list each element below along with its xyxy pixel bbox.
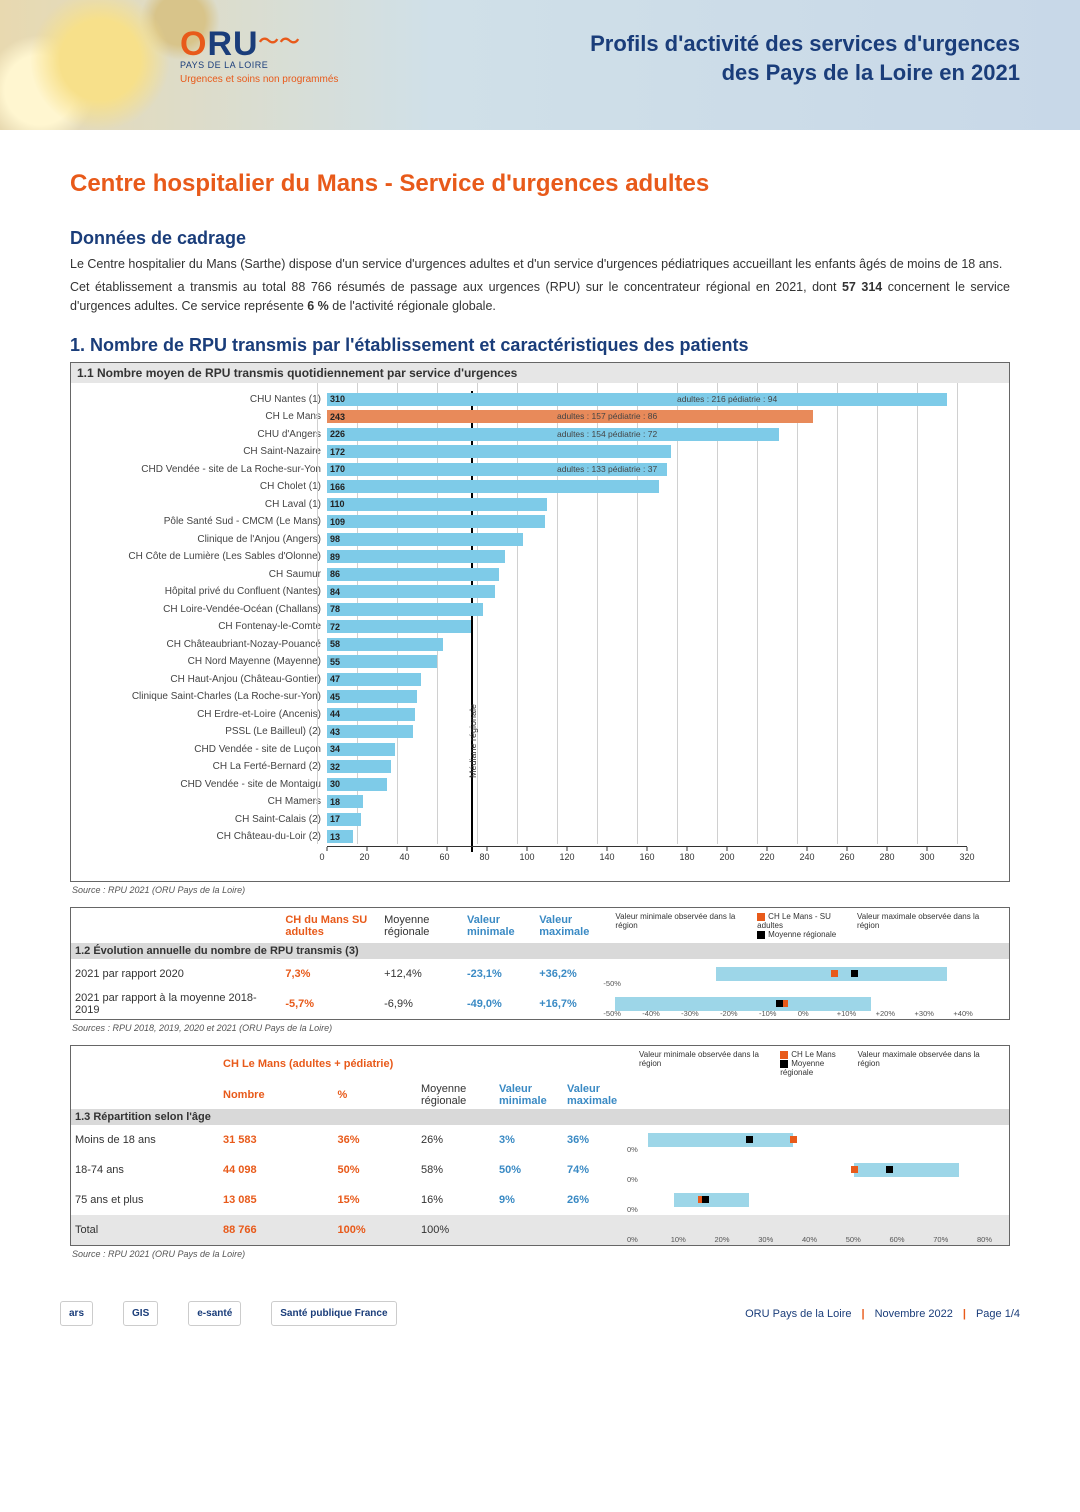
table-row: Moins de 18 ans31 58336%26%3%36%0% [71, 1125, 1010, 1155]
bar-row: CHU d'Angers226adultes : 154 pédiatrie :… [81, 426, 999, 442]
table-1-3: CH Le Mans (adultes + pédiatrie) Valeur … [70, 1045, 1010, 1246]
bar-row: CH Haut-Anjou (Château-Gontier)47 [81, 671, 999, 687]
footer-logos: ars GIS e-santé Santé publique France [60, 1301, 745, 1326]
logo-ars: ars [60, 1301, 93, 1326]
table-1-2: CH du Mans SU adultes Moyenne régionale … [70, 907, 1010, 1020]
bar-row: CHD Vendée - site de La Roche-sur-Yon170… [81, 461, 999, 477]
table-row: 2021 par rapport 20207,3%+12,4%-23,1%+36… [71, 959, 1010, 989]
footer: ars GIS e-santé Santé publique France OR… [0, 1291, 1080, 1346]
header-title: Profils d'activité des services d'urgenc… [590, 30, 1020, 87]
footer-date: Novembre 2022 [875, 1308, 953, 1320]
logo-spf: Santé publique France [271, 1301, 396, 1326]
cadrage-heading: Données de cadrage [70, 228, 1010, 249]
page-title: Centre hospitalier du Mans - Service d'u… [70, 170, 1010, 198]
bar-row: Hôpital privé du Confluent (Nantes)84 [81, 584, 999, 600]
bar-row: CHU Nantes (1)310adultes : 216 pédiatrie… [81, 391, 999, 407]
bar-row: CHD Vendée - site de Montaigu30 [81, 776, 999, 792]
bar-row: CH Loire-Vendée-Océan (Challans)78 [81, 601, 999, 617]
section1-title: 1. Nombre de RPU transmis par l'établiss… [70, 335, 1010, 356]
bar-row: CH Le Mans243adultes : 157 pédiatrie : 8… [81, 409, 999, 425]
bar-row: CH Cholet (1)166 [81, 479, 999, 495]
bar-row: CH Nord Mayenne (Mayenne)55 [81, 654, 999, 670]
header-title-l1: Profils d'activité des services d'urgenc… [590, 30, 1020, 59]
table-1-3-source: Source : RPU 2021 (ORU Pays de la Loire) [72, 1249, 1010, 1259]
logo-region: PAYS DE LA LOIRE [180, 60, 338, 70]
logo-block: ORU〜〜 PAYS DE LA LOIRE Urgences et soins… [180, 25, 338, 85]
table-1-2-source: Sources : RPU 2018, 2019, 2020 et 2021 (… [72, 1023, 1010, 1033]
footer-org: ORU Pays de la Loire [745, 1308, 851, 1320]
page-body: Centre hospitalier du Mans - Service d'u… [0, 130, 1080, 1291]
table-row: 18-74 ans44 09850%58%50%74%0% [71, 1155, 1010, 1185]
logo-gis: GIS [123, 1301, 158, 1326]
chart-1-1-source: Source : RPU 2021 (ORU Pays de la Loire) [72, 885, 1010, 895]
chart-1-1-body: Médiane régionaleCHU Nantes (1)310adulte… [71, 383, 1009, 881]
table-1-3-header: CH Le Mans (adultes + pédiatrie) Valeur … [71, 1046, 1010, 1082]
bar-row: CH Château-du-Loir (2)13 [81, 829, 999, 845]
bar-row: CH Côte de Lumière (Les Sables d'Olonne)… [81, 549, 999, 565]
bar-row: Clinique de l'Anjou (Angers)98 [81, 531, 999, 547]
bar-row: CH Saint-Nazaire172 [81, 444, 999, 460]
bar-row: CH Mamers18 [81, 794, 999, 810]
bar-row: CH Fontenay-le-Comte72 [81, 619, 999, 635]
chart-1-1-title: 1.1 Nombre moyen de RPU transmis quotidi… [71, 363, 1009, 383]
header-banner: ORU〜〜 PAYS DE LA LOIRE Urgences et soins… [0, 0, 1080, 130]
table-1-3-legend: Valeur minimale observée dans la région … [635, 1048, 1005, 1079]
bar-row: CH Saint-Calais (2)17 [81, 811, 999, 827]
header-title-l2: des Pays de la Loire en 2021 [590, 59, 1020, 88]
bar-row: CH Châteaubriant-Nozay-Pouancé58 [81, 636, 999, 652]
table-row: 2021 par rapport à la moyenne 2018-2019-… [71, 989, 1010, 1020]
table-1-2-legend: Valeur minimale observée dans la région … [611, 910, 1005, 941]
chart-1-1: 1.1 Nombre moyen de RPU transmis quotidi… [70, 362, 1010, 882]
table-row: Total88 766100%100%0%10%20%30%40%50%60%7… [71, 1215, 1010, 1246]
cadrage-p2: Cet établissement a transmis au total 88… [70, 278, 1010, 316]
bar-row: CH La Ferté-Bernard (2)32 [81, 759, 999, 775]
bar-row: CHD Vendée - site de Luçon34 [81, 741, 999, 757]
logo-esante: e-santé [188, 1301, 241, 1326]
table-1-2-header: CH du Mans SU adultes Moyenne régionale … [71, 908, 1010, 944]
bar-row: PSSL (Le Bailleul) (2)43 [81, 724, 999, 740]
logo-text: ORU〜〜 [180, 25, 338, 64]
footer-page: Page 1/4 [976, 1308, 1020, 1320]
table-row: 75 ans et plus13 08515%16%9%26%0% [71, 1185, 1010, 1215]
bar-row: CH Erdre-et-Loire (Ancenis)44 [81, 706, 999, 722]
bar-row: Pôle Santé Sud - CMCM (Le Mans)109 [81, 514, 999, 530]
bar-row: CH Laval (1)110 [81, 496, 999, 512]
bar-row: CH Saumur86 [81, 566, 999, 582]
cadrage-p1: Le Centre hospitalier du Mans (Sarthe) d… [70, 255, 1010, 274]
logo-tagline: Urgences et soins non programmés [180, 74, 338, 85]
bar-row: Clinique Saint-Charles (La Roche-sur-Yon… [81, 689, 999, 705]
